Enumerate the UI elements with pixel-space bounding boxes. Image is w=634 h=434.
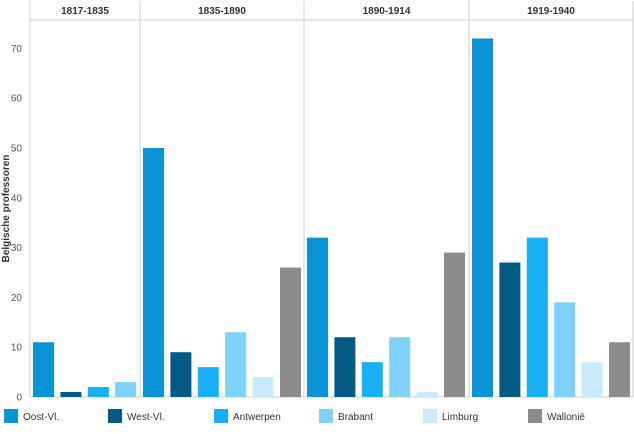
legend-label: Oost-Vl.	[23, 412, 59, 423]
panel-title: 1919-1940	[527, 6, 575, 17]
y-tick-label: 50	[11, 144, 23, 155]
bar-oost-vl	[33, 342, 54, 397]
bar-limburg	[416, 392, 438, 397]
bar-oost-vl	[143, 148, 164, 397]
legend-label: Brabant	[338, 412, 373, 423]
bar-antwerpen	[526, 237, 548, 397]
bar-walloni	[280, 267, 301, 397]
panel-2: 1835-1890	[139, 1, 301, 397]
panel-4: 1919-1940	[468, 1, 630, 397]
bar-west-vl	[334, 337, 356, 397]
bar-brabant	[389, 337, 411, 397]
panels: 1817-1835 1835-1890 1890-1914 1919-1940	[33, 1, 630, 397]
panel-1: 1817-1835	[33, 6, 137, 397]
panel-title: 1835-1890	[198, 6, 246, 17]
bar-west-vl	[60, 392, 82, 397]
bar-brabant	[554, 302, 576, 397]
y-tick-label: 0	[16, 393, 22, 404]
y-tick-label: 20	[11, 293, 23, 304]
legend: Oost-Vl. West-Vl. Antwerpen Brabant Limburg W…	[4, 409, 585, 423]
y-axis-label: Belgische professoren	[1, 155, 12, 263]
legend-swatch	[423, 409, 437, 423]
legend-label: West-Vl.	[127, 412, 165, 423]
bar-limburg	[581, 362, 603, 397]
bar-walloni	[609, 342, 630, 397]
legend-item: Limburg	[423, 409, 478, 423]
panel-3: 1890-1914	[303, 1, 465, 397]
bar-west-vl	[499, 262, 521, 397]
legend-label: Limburg	[442, 412, 478, 423]
legend-item: Oost-Vl.	[4, 409, 59, 423]
bar-oost-vl	[472, 38, 493, 397]
legend-label: Antwerpen	[233, 412, 281, 423]
y-tick-label: 60	[11, 94, 23, 105]
legend-item: West-Vl.	[108, 409, 165, 423]
bar-antwerpen	[361, 362, 383, 397]
bar-limburg	[252, 377, 274, 397]
y-tick-label: 40	[11, 193, 23, 204]
y-tick-label: 30	[11, 243, 23, 254]
y-tick-label: 70	[11, 44, 23, 55]
legend-swatch	[528, 409, 542, 423]
y-tick-label: 10	[11, 343, 23, 354]
legend-swatch	[4, 409, 18, 423]
legend-item: Wallonië	[528, 409, 585, 423]
panel-title: 1817-1835	[61, 6, 109, 17]
bar-antwerpen	[87, 387, 109, 397]
legend-item: Antwerpen	[214, 409, 281, 423]
bar-walloni	[444, 252, 465, 397]
bar-antwerpen	[197, 367, 219, 397]
legend-label: Wallonië	[547, 412, 585, 423]
bar-brabant	[225, 332, 247, 397]
bar-brabant	[115, 382, 137, 397]
legend-swatch	[108, 409, 122, 423]
bar-west-vl	[170, 352, 192, 397]
bar-oost-vl	[307, 237, 328, 397]
legend-swatch	[319, 409, 333, 423]
panel-title: 1890-1914	[363, 6, 411, 17]
y-axis: 0 10 20 30 40 50 60 70 Belgische professoren	[1, 44, 22, 404]
legend-item: Brabant	[319, 409, 373, 423]
legend-swatch	[214, 409, 228, 423]
